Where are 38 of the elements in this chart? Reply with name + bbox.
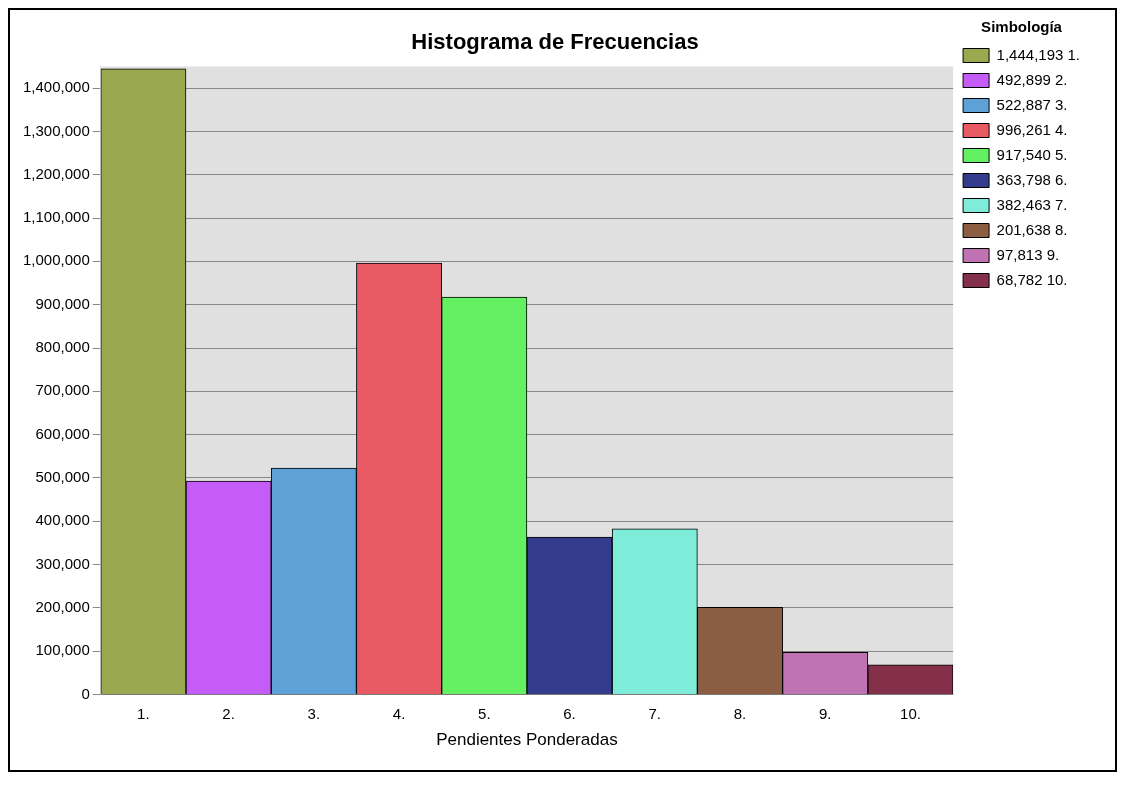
x-tick-label: 6.	[563, 704, 576, 722]
x-axis-title: Pendientes Ponderadas	[436, 730, 618, 750]
legend-label: 382,463 7.	[996, 195, 1068, 213]
y-tick-label: 800,000	[35, 338, 90, 356]
y-tick-label: 100,000	[35, 641, 90, 659]
x-tick-label: 9.	[818, 704, 832, 722]
legend-label: 522,887 3.	[996, 95, 1068, 113]
y-tick-label: 0	[81, 684, 90, 702]
x-tick-label: 10.	[900, 704, 921, 722]
legend-label: 97,813 9.	[996, 245, 1060, 263]
legend-label: 68,782 10.	[996, 270, 1068, 288]
x-tick-label: 3.	[307, 704, 321, 722]
y-tick-label: 600,000	[35, 424, 90, 442]
x-tick-label: 5.	[478, 704, 491, 722]
legend-label: 201,638 8.	[996, 220, 1068, 238]
y-tick-label: 500,000	[35, 468, 90, 486]
y-tick-label: 1,300,000	[23, 121, 90, 139]
y-tick-label: 300,000	[35, 554, 90, 572]
legend-title: Simbología	[981, 17, 1063, 35]
y-tick-label: 1,400,000	[23, 78, 90, 96]
legend-label: 996,261 4.	[996, 120, 1068, 138]
legend-label: 917,540 5.	[996, 145, 1068, 163]
legend-label: 363,798 6.	[996, 170, 1068, 188]
x-tick-label: 7.	[648, 704, 662, 722]
y-tick-label: 900,000	[35, 294, 90, 312]
y-tick-label: 400,000	[35, 511, 90, 529]
legend-label: 1,444,193 1.	[996, 45, 1081, 63]
legend-label: 492,899 2.	[996, 70, 1068, 88]
x-tick-label: 2.	[222, 704, 235, 722]
y-tick-label: 1,100,000	[23, 208, 90, 226]
y-tick-label: 200,000	[35, 598, 90, 616]
x-tick-label: 8.	[733, 704, 747, 722]
x-tick-label: 4.	[392, 704, 406, 722]
y-tick-label: 1,200,000	[23, 164, 90, 182]
y-tick-label: 700,000	[35, 381, 90, 399]
chart-title: Histograma de Frecuencias	[411, 29, 699, 55]
x-tick-label: 1.	[137, 704, 150, 722]
y-tick-label: 1,000,000	[23, 251, 90, 269]
